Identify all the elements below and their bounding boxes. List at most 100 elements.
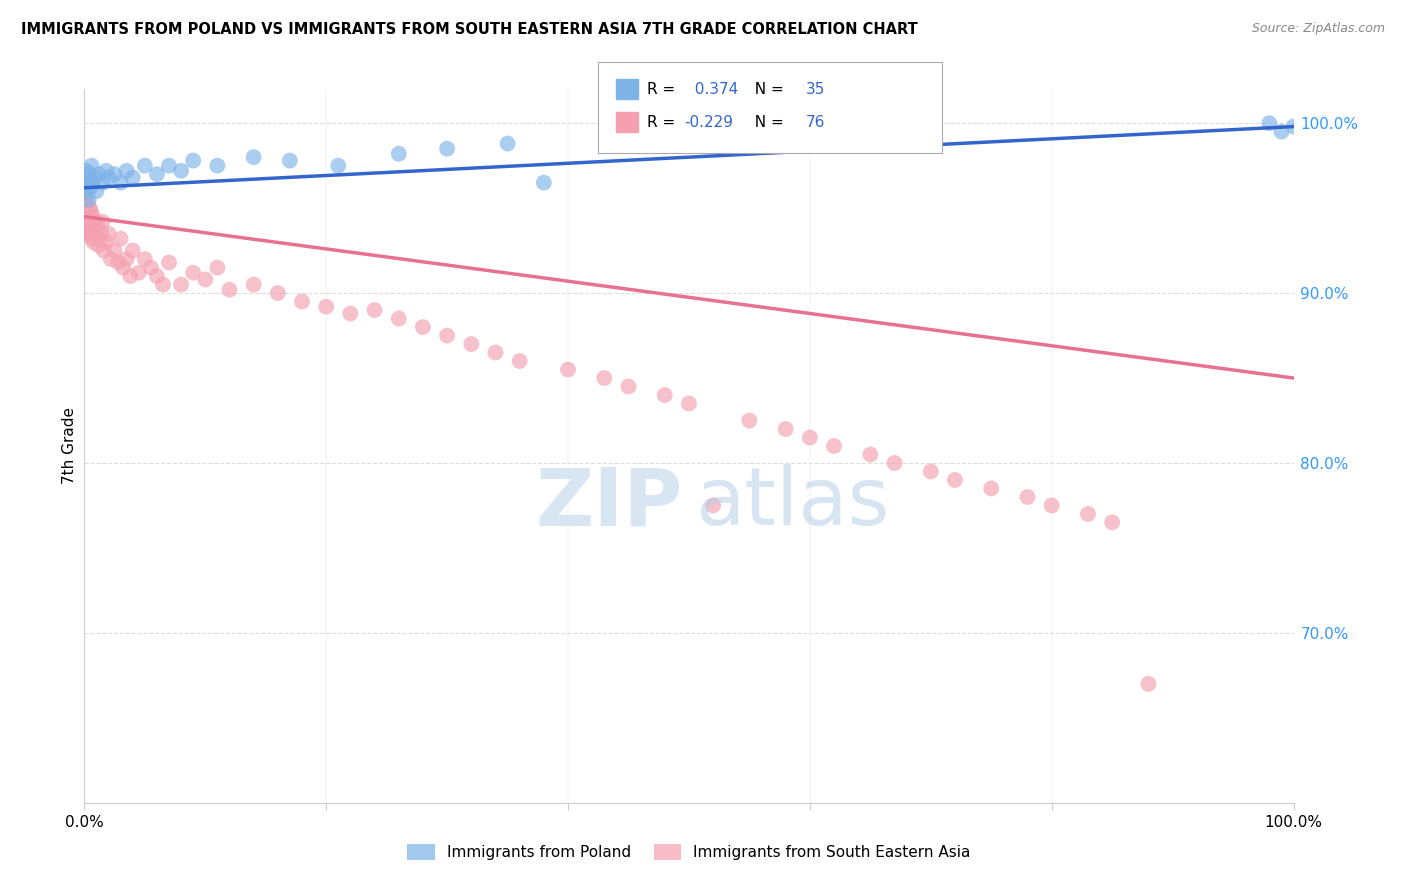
- Point: [775, 422, 797, 436]
- Point: [157, 255, 180, 269]
- Point: [139, 260, 162, 275]
- Point: [593, 371, 616, 385]
- Point: [181, 266, 204, 280]
- Point: [207, 159, 229, 173]
- Point: [1017, 490, 1039, 504]
- Point: [702, 499, 724, 513]
- Point: [77, 167, 100, 181]
- Point: [738, 413, 761, 427]
- Point: [121, 170, 143, 185]
- Point: [115, 252, 138, 266]
- Text: N =: N =: [745, 115, 789, 129]
- Point: [617, 379, 640, 393]
- Point: [509, 354, 531, 368]
- Point: [1258, 116, 1281, 130]
- Point: [412, 320, 434, 334]
- Point: [557, 362, 579, 376]
- Point: [181, 153, 204, 168]
- Text: Source: ZipAtlas.com: Source: ZipAtlas.com: [1251, 22, 1385, 36]
- Point: [920, 465, 942, 479]
- Text: 35: 35: [806, 82, 825, 96]
- Point: [1040, 499, 1063, 513]
- Point: [267, 286, 290, 301]
- Point: [87, 167, 110, 181]
- Text: IMMIGRANTS FROM POLAND VS IMMIGRANTS FROM SOUTH EASTERN ASIA 7TH GRADE CORRELATI: IMMIGRANTS FROM POLAND VS IMMIGRANTS FRO…: [21, 22, 918, 37]
- Point: [242, 150, 264, 164]
- Point: [91, 215, 114, 229]
- Point: [170, 277, 193, 292]
- Point: [134, 252, 156, 266]
- Point: [388, 311, 411, 326]
- Point: [84, 215, 107, 229]
- Point: [1270, 125, 1292, 139]
- Text: N =: N =: [745, 82, 789, 96]
- Point: [194, 272, 217, 286]
- Point: [315, 300, 337, 314]
- Point: [128, 266, 150, 280]
- Point: [97, 227, 120, 241]
- Point: [110, 232, 132, 246]
- Point: [80, 218, 103, 232]
- Text: -0.229: -0.229: [685, 115, 734, 129]
- Point: [157, 159, 180, 173]
- Point: [460, 337, 482, 351]
- Point: [79, 227, 101, 241]
- Point: [97, 170, 120, 185]
- Point: [75, 227, 97, 241]
- Point: [77, 221, 100, 235]
- Point: [823, 439, 845, 453]
- Point: [1077, 507, 1099, 521]
- Point: [82, 232, 104, 246]
- Y-axis label: 7th Grade: 7th Grade: [62, 408, 77, 484]
- Point: [799, 430, 821, 444]
- Point: [883, 456, 905, 470]
- Point: [83, 221, 105, 235]
- Point: [79, 180, 101, 194]
- Point: [170, 163, 193, 178]
- Point: [943, 473, 966, 487]
- Point: [146, 269, 169, 284]
- Point: [484, 345, 506, 359]
- Point: [82, 235, 104, 249]
- Point: [75, 163, 97, 178]
- Point: [436, 142, 458, 156]
- Point: [73, 193, 96, 207]
- Point: [859, 448, 882, 462]
- Point: [110, 176, 132, 190]
- Point: [91, 176, 114, 190]
- Point: [436, 328, 458, 343]
- Point: [328, 159, 350, 173]
- Point: [339, 306, 361, 320]
- Point: [242, 277, 264, 292]
- Text: atlas: atlas: [695, 464, 890, 542]
- Text: ZIP: ZIP: [536, 464, 683, 542]
- Point: [496, 136, 519, 151]
- Point: [104, 244, 127, 258]
- Point: [1101, 516, 1123, 530]
- Point: [75, 204, 97, 219]
- Point: [218, 283, 240, 297]
- Point: [115, 163, 138, 178]
- Point: [291, 294, 314, 309]
- Point: [80, 204, 103, 219]
- Point: [1282, 120, 1305, 134]
- Point: [121, 244, 143, 258]
- Point: [120, 269, 142, 284]
- Text: R =: R =: [647, 82, 681, 96]
- Point: [146, 167, 169, 181]
- Point: [100, 252, 122, 266]
- Point: [112, 260, 135, 275]
- Point: [654, 388, 676, 402]
- Point: [278, 153, 301, 168]
- Point: [82, 210, 104, 224]
- Point: [76, 184, 98, 198]
- Point: [1137, 677, 1160, 691]
- Legend: Immigrants from Poland, Immigrants from South Eastern Asia: Immigrants from Poland, Immigrants from …: [401, 838, 977, 866]
- Point: [83, 170, 105, 185]
- Text: 76: 76: [806, 115, 825, 129]
- Point: [94, 163, 117, 178]
- Point: [79, 201, 101, 215]
- Point: [980, 482, 1002, 496]
- Text: 0.374: 0.374: [685, 82, 738, 96]
- Point: [77, 170, 100, 185]
